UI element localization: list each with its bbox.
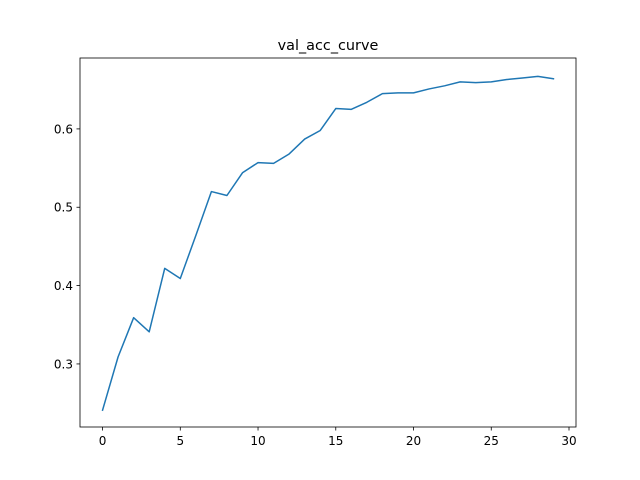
- y-tick-label: 0.6: [54, 122, 73, 136]
- y-axis: 0.3 0.4 0.5 0.6: [54, 122, 80, 371]
- plot-frame: [79, 57, 577, 428]
- x-tick-label: 25: [484, 434, 499, 448]
- x-tick-label: 0: [99, 434, 107, 448]
- y-tick-label: 0.3: [54, 357, 73, 371]
- series-line-0: [101, 75, 555, 412]
- y-tick-label: 0.4: [54, 279, 73, 293]
- x-tick-label: 30: [561, 434, 576, 448]
- y-tick-label: 0.5: [54, 201, 73, 215]
- x-tick-label: 10: [250, 434, 265, 448]
- chart-title: val_acc_curve: [278, 38, 379, 54]
- x-tick-label: 5: [176, 434, 184, 448]
- plot-area: [101, 75, 555, 412]
- x-axis: 0 5 10 15 20 25 30: [99, 427, 577, 448]
- x-tick-label: 20: [406, 434, 421, 448]
- x-tick-label: 15: [328, 434, 343, 448]
